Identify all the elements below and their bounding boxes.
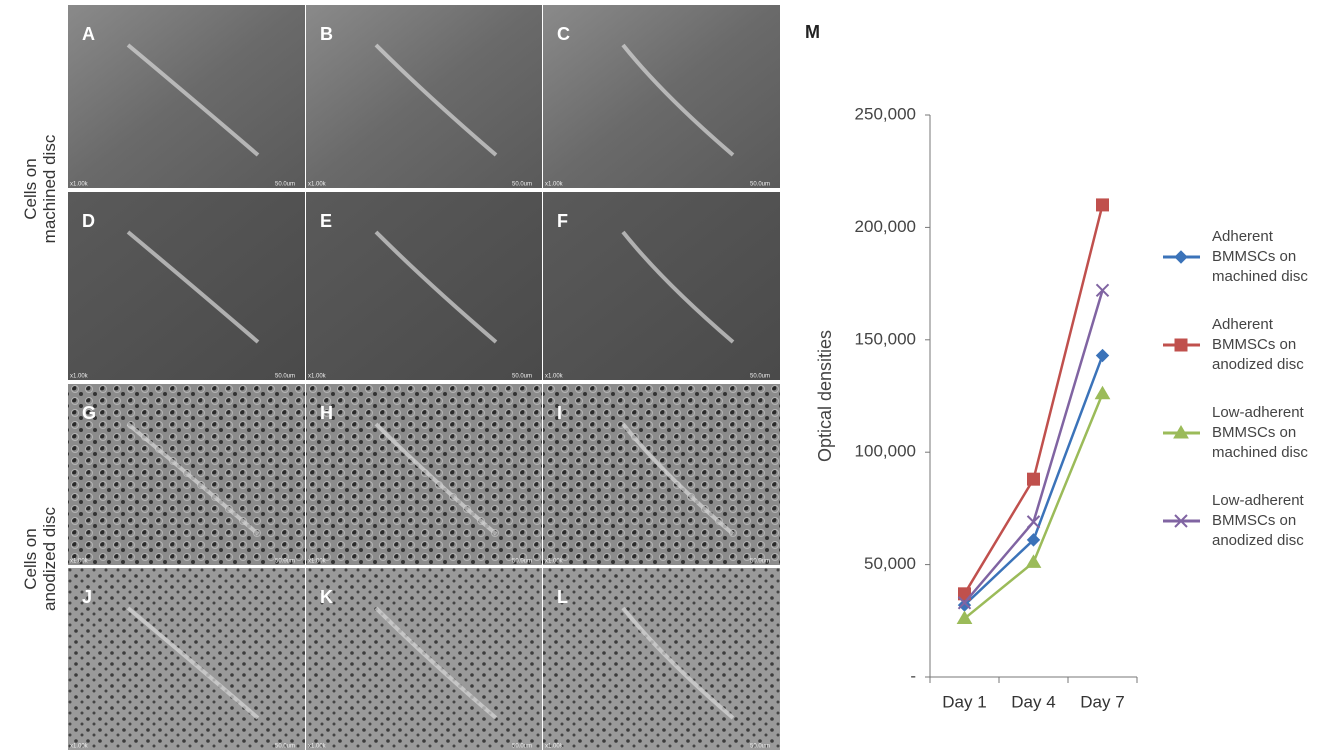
scale-text: 50.0um (512, 744, 532, 750)
marker (1028, 473, 1040, 485)
sem-image (306, 5, 542, 188)
y-tick-label: 250,000 (855, 104, 916, 123)
scale-text: x1.00k (308, 744, 327, 750)
y-tick-label: 50,000 (864, 554, 916, 573)
scale-text: 50.0um (512, 559, 532, 565)
panel-letter: A (82, 24, 95, 44)
panel-letter: B (320, 24, 333, 44)
scale-text: 50.0um (275, 182, 295, 188)
scale-text: x1.00k (70, 744, 89, 750)
panel-letter: H (320, 403, 333, 423)
panel-letter: J (82, 587, 92, 607)
panel-letter: E (320, 211, 332, 231)
row-label: Cells on machined disc (21, 129, 59, 249)
y-tick-label: 200,000 (855, 217, 916, 236)
scale-text: x1.00k (545, 744, 564, 750)
legend-marker (1175, 339, 1187, 351)
sem-image (543, 192, 780, 380)
scale-text: 50.0um (750, 744, 770, 750)
scale-text: x1.00k (545, 182, 564, 188)
scale-text: x1.00k (308, 182, 327, 188)
panel-letter: D (82, 211, 95, 231)
scale-text: 50.0um (750, 559, 770, 565)
y-tick-label: - (910, 666, 916, 685)
panel-letter: I (557, 403, 562, 423)
scale-text: 50.0um (512, 374, 532, 380)
scale-text: x1.00k (70, 182, 89, 188)
scale-text: 50.0um (750, 182, 770, 188)
marker (1027, 555, 1041, 567)
legend-marker (1175, 251, 1187, 263)
sem-image (543, 384, 780, 565)
x-tick-label: Day 4 (1011, 692, 1055, 711)
scale-text: 50.0um (275, 559, 295, 565)
row-label: Cells on anodized disc (21, 499, 59, 619)
sem-image (306, 384, 542, 565)
sem-image (68, 192, 305, 380)
scale-text: x1.00k (545, 374, 564, 380)
y-axis-title: Optical densities (815, 330, 835, 462)
legend-label: Low-adherent BMMSCs on machined disc (1212, 403, 1324, 463)
sem-image (306, 192, 542, 380)
sem-image (543, 568, 780, 750)
panel-letter: C (557, 24, 570, 44)
scale-text: x1.00k (70, 374, 89, 380)
y-tick-label: 100,000 (855, 442, 916, 461)
sem-image (543, 5, 780, 188)
marker (1097, 199, 1109, 211)
legend-label: Low-adherent BMMSCs on anodized disc (1212, 491, 1324, 551)
legend-label: Adherent BMMSCs on anodized disc (1212, 315, 1324, 375)
scale-text: x1.00k (308, 374, 327, 380)
scale-text: x1.00k (70, 559, 89, 565)
y-tick-label: 150,000 (855, 329, 916, 348)
scale-text: x1.00k (545, 559, 564, 565)
scale-text: 50.0um (275, 744, 295, 750)
panel-letter: F (557, 211, 568, 231)
legend-label: Adherent BMMSCs on machined disc (1212, 227, 1324, 287)
scale-text: 50.0um (750, 374, 770, 380)
scale-text: 50.0um (512, 182, 532, 188)
sem-image (306, 568, 542, 750)
panel-label: M (805, 22, 820, 42)
marker (1096, 387, 1110, 399)
panel-letter: K (320, 587, 333, 607)
scale-text: 50.0um (275, 374, 295, 380)
figure: M Optical densities Ax1.00k 50.0um Bx1.00k… (0, 0, 1339, 750)
panel-letter: G (82, 403, 96, 423)
panel-letter: L (557, 587, 568, 607)
x-tick-label: Day 1 (942, 692, 986, 711)
marker (1097, 350, 1109, 362)
x-tick-label: Day 7 (1080, 692, 1124, 711)
scale-text: x1.00k (308, 559, 327, 565)
page: M Optical densities Ax1.00k 50.0um Bx1.00k… (0, 0, 1339, 750)
